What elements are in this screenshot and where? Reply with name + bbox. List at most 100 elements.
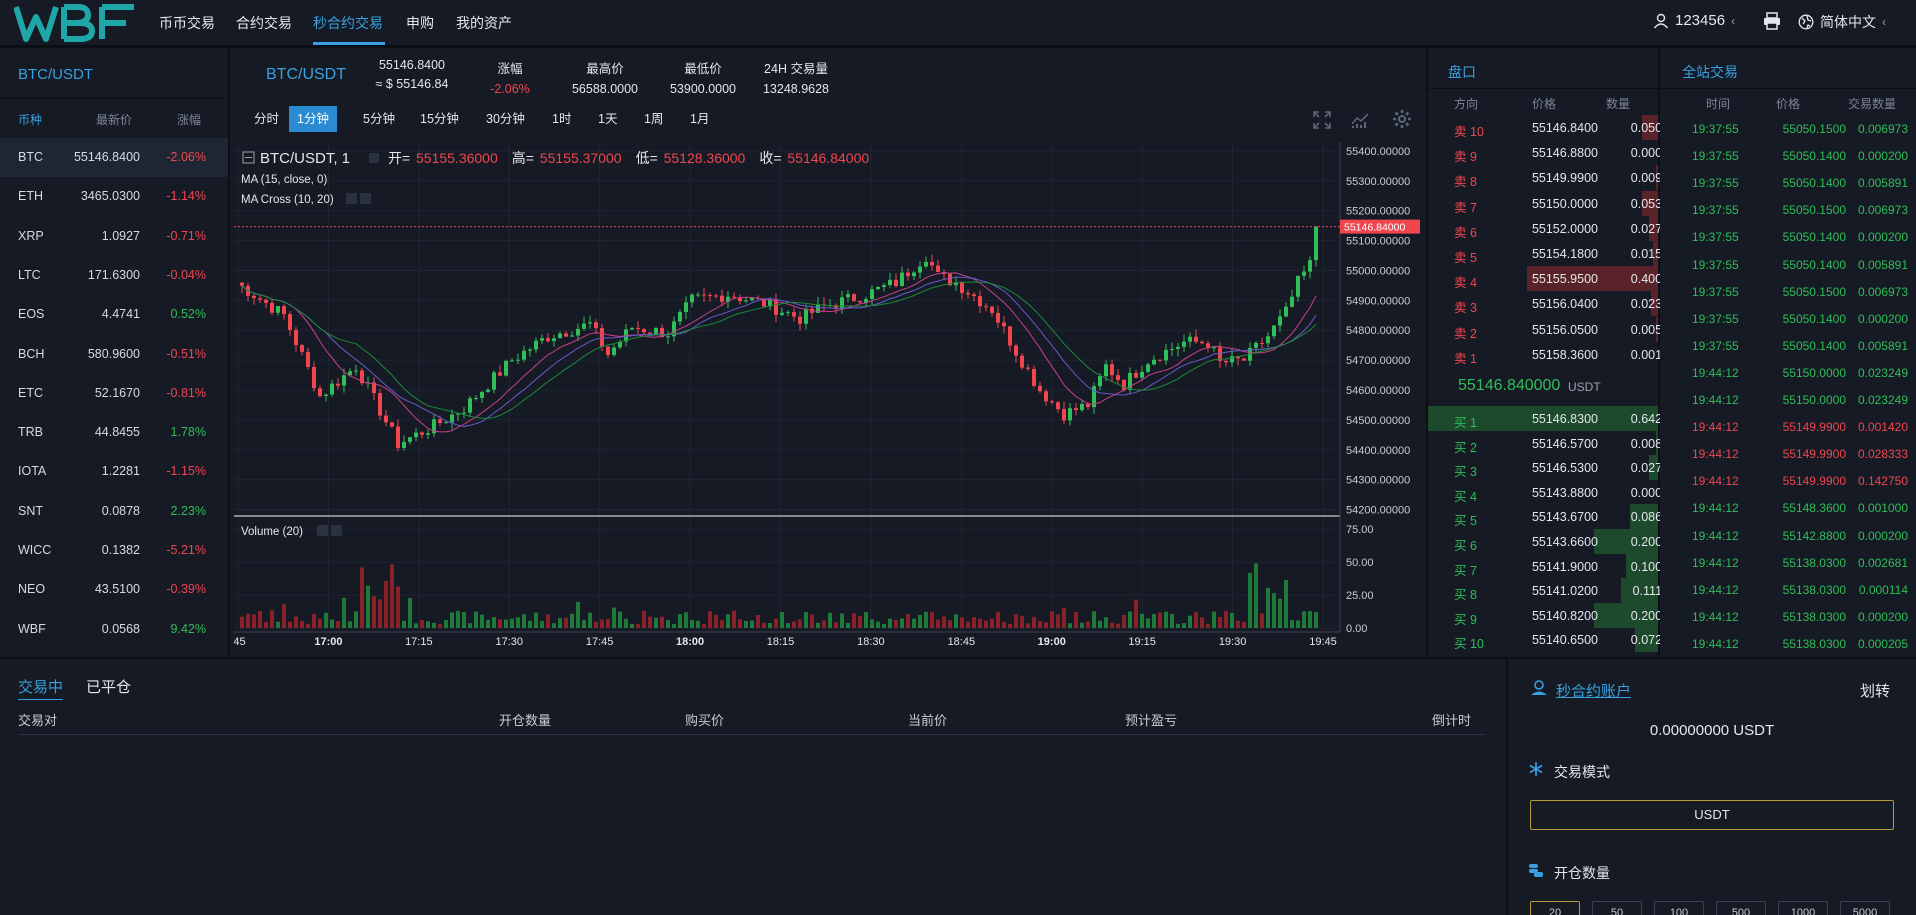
interval-tab[interactable]: 5分钟 [363,112,395,126]
chart-legend: BTC/USDT, 1 开= 55155.36000 高= 55155.37000 低= 5… [241,150,869,538]
language-selector[interactable]: 简体中文 ‹ [1798,12,1886,32]
ask-row[interactable]: 卖 2 55156.0500 0.0051 [1428,316,1669,342]
interval-tab[interactable]: 1天 [598,112,618,126]
market-price: 0.0568 [101,621,140,636]
active-nav-underline [313,42,385,45]
bid-row[interactable]: 买 2 55146.5700 0.0080 [1428,430,1669,456]
market-row[interactable]: NEO 43.5100 -0.39% [0,570,228,609]
trade-mode-select[interactable]: USDT [1530,800,1894,830]
nav-subscription[interactable]: 申购 [406,15,434,31]
candle-body [864,299,868,303]
ask-row[interactable]: 卖 10 55146.8400 0.0500 [1428,115,1669,140]
nav-second-contract[interactable]: 秒合约交易 [313,15,383,31]
candle-body [798,316,802,324]
interval-tab[interactable]: 1周 [644,112,664,126]
candle-body [1290,296,1294,307]
ask-row[interactable]: 卖 5 55154.1800 0.0150 [1428,241,1669,266]
ask-row[interactable]: 卖 8 55149.9900 0.0098 [1428,165,1669,191]
interval-tab[interactable]: 15分钟 [420,112,459,126]
ask-row[interactable]: 卖 9 55146.8800 0.0002 [1428,140,1669,165]
indicators-icon[interactable] [1350,110,1370,130]
market-row[interactable]: WICC 0.1382 -5.21% [0,531,228,570]
ask-row[interactable]: 卖 1 55158.3600 0.0010 [1428,342,1669,367]
market-row[interactable]: LTC 171.6300 -0.04% [0,256,228,295]
qty-option-button[interactable]: 1000 [1778,901,1828,915]
bid-row[interactable]: 买 9 55140.8200 0.2000 [1428,602,1669,628]
candle-body [630,327,634,330]
bid-row[interactable]: 买 1 55146.8300 0.6428 [1428,406,1669,431]
market-row[interactable]: EOS 4.4741 0.52% [0,295,228,334]
account-title-link[interactable]: 秒合约账户 [1556,683,1632,700]
collapse-legend-icon[interactable] [242,151,255,164]
market-symbol: SNT [18,503,43,518]
ask-row[interactable]: 卖 6 55152.0000 0.0272 [1428,215,1669,241]
printer-icon[interactable] [1762,11,1782,31]
market-row[interactable]: ETH 3465.0300 -1.14% [0,177,228,216]
market-row[interactable]: IOTA 1.2281 -1.15% [0,452,228,491]
market-row[interactable]: BCH 580.9600 -0.51% [0,335,228,374]
bid-row[interactable]: 买 7 55141.9000 0.1000 [1428,553,1669,579]
time-tick-label: 17:15 [405,636,433,648]
qty-option-button[interactable]: 5000 [1840,901,1890,915]
candle-body [414,432,418,438]
volume-bar [774,618,778,628]
market-row[interactable]: WBF 0.0568 9.42% [0,610,228,649]
tab-closed-positions[interactable]: 已平仓 [86,679,132,696]
bid-row[interactable]: 买 4 55143.8800 0.0002 [1428,480,1669,505]
candlestick-chart[interactable]: 55400.00000 55300.00000 55200.00000 55100.0… [234,142,1424,655]
ma-cross-remove-icon[interactable] [360,193,371,204]
qty-option-button[interactable]: 20 [1530,901,1580,915]
user-menu[interactable]: 123456 ‹ [1653,12,1735,29]
nav-futures-trading[interactable]: 合约交易 [236,15,292,31]
market-row[interactable]: BTC 55146.8400 -2.06% [0,138,228,177]
tab-open-positions[interactable]: 交易中 [18,676,64,700]
volume-bar [990,618,994,628]
volume-bar [630,623,634,628]
ask-row[interactable]: 卖 7 55150.0000 0.0535 [1428,190,1669,216]
time-tick-label: 19:30 [1219,636,1247,648]
candle-body [1302,271,1306,276]
qty-option-button[interactable]: 500 [1716,901,1766,915]
bid-row[interactable]: 买 10 55140.6500 0.0725 [1428,627,1669,653]
qty-option-button[interactable]: 100 [1654,901,1704,915]
volume-bar [510,618,514,628]
candle-body [1218,347,1222,361]
interval-tab[interactable]: 1分钟 [289,106,337,132]
bid-row[interactable]: 买 6 55143.6600 0.2000 [1428,529,1669,554]
volume-settings-icon[interactable] [317,525,328,536]
interval-tab[interactable]: 30分钟 [486,112,525,126]
candle-body [1104,364,1108,377]
interval-tab[interactable]: 1时 [552,112,572,126]
fullscreen-icon[interactable] [1312,110,1332,130]
nav-spot-trading[interactable]: 币币交易 [159,15,215,31]
market-row[interactable]: TRB 44.8455 1.78% [0,413,228,452]
candle-body [1098,376,1102,387]
time-tick-label: :45 [234,636,246,648]
bid-row[interactable]: 买 5 55143.6700 0.0867 [1428,504,1669,530]
legend-settings-icon[interactable] [369,153,379,163]
volume-remove-icon[interactable] [331,525,342,536]
ma-cross-settings-icon[interactable] [346,193,357,204]
volume-bar [654,617,658,628]
order-price: 55150.0000 [1531,196,1598,211]
volume-bar [324,612,328,628]
market-row[interactable]: SNT 0.0878 2.23% [0,492,228,531]
market-row[interactable]: ETC 52.1670 -0.81% [0,374,228,413]
wbf-logo[interactable] [14,3,138,43]
ask-row[interactable]: 卖 4 55155.9500 0.4000 [1428,266,1669,292]
candle-body [1176,346,1180,349]
trade-price: 55050.1400 [1782,311,1846,326]
interval-tab[interactable]: 分时 [254,112,280,126]
interval-tab[interactable]: 1月 [690,112,710,126]
settings-gear-icon[interactable] [1392,109,1412,129]
bid-row[interactable]: 买 8 55141.0200 0.1114 [1428,578,1669,604]
order-side: 卖 7 [1454,200,1477,215]
candle-body [618,341,622,348]
ask-row[interactable]: 卖 3 55156.0400 0.0232 [1428,291,1669,317]
bid-row[interactable]: 买 3 55146.5300 0.0272 [1428,455,1669,481]
transfer-button[interactable]: 划转 [1860,683,1891,700]
nav-my-assets[interactable]: 我的资产 [456,15,512,31]
market-row[interactable]: XRP 1.0927 -0.71% [0,217,228,256]
trade-time: 19:44:12 [1692,582,1739,597]
qty-option-button[interactable]: 50 [1592,901,1642,915]
